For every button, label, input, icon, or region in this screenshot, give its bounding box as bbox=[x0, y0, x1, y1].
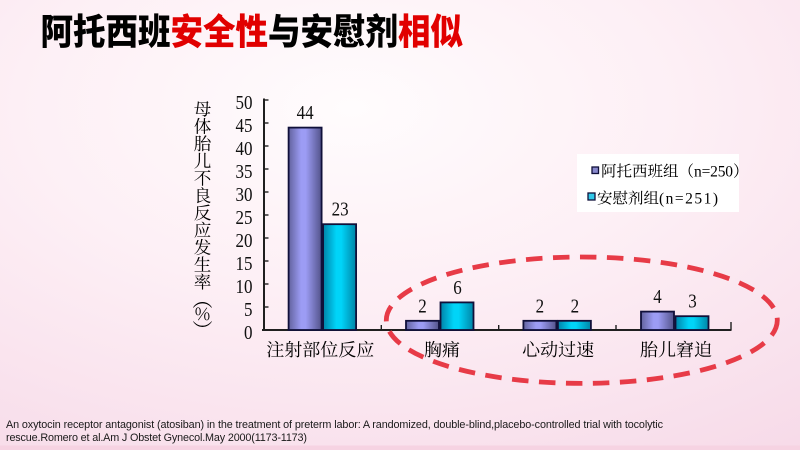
svg-text:n=250: n=250 bbox=[694, 164, 733, 181]
svg-text:50: 50 bbox=[236, 91, 253, 114]
svg-text:3: 3 bbox=[688, 290, 697, 313]
svg-text:30: 30 bbox=[236, 183, 253, 206]
svg-text:25: 25 bbox=[236, 206, 253, 229]
svg-text:2: 2 bbox=[536, 295, 545, 318]
svg-text:6: 6 bbox=[453, 277, 462, 300]
svg-text:40: 40 bbox=[236, 137, 253, 160]
svg-text:10: 10 bbox=[236, 275, 253, 298]
svg-text:20: 20 bbox=[236, 229, 253, 252]
svg-text:(n=251): (n=251) bbox=[659, 191, 718, 208]
svg-text:0: 0 bbox=[244, 321, 253, 344]
svg-text:4: 4 bbox=[653, 286, 662, 309]
svg-text:An oxytocin receptor antagonis: An oxytocin receptor antagonist (atosiba… bbox=[6, 419, 664, 431]
svg-text:2: 2 bbox=[418, 295, 427, 318]
svg-text:35: 35 bbox=[236, 160, 253, 183]
svg-text:44: 44 bbox=[297, 102, 315, 125]
svg-text:45: 45 bbox=[236, 114, 253, 137]
svg-text:23: 23 bbox=[332, 198, 349, 221]
svg-text:5: 5 bbox=[244, 298, 253, 321]
svg-text:15: 15 bbox=[236, 252, 253, 275]
svg-text:2: 2 bbox=[571, 295, 580, 318]
svg-text:rescue.Romero et al.Am J Obste: rescue.Romero et al.Am J Obstet Gynecol.… bbox=[6, 432, 307, 444]
